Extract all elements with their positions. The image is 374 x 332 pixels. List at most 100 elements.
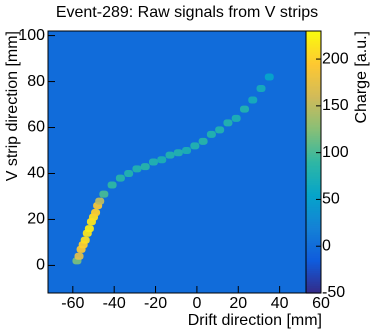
x-tick-label: 40 xyxy=(271,295,289,312)
colorbar-segment xyxy=(306,124,321,128)
colorbar-segment xyxy=(306,57,321,60)
colorbar-segment xyxy=(306,287,321,290)
colorbar-segment xyxy=(306,238,321,242)
colorbar-segment xyxy=(306,38,321,41)
colorbar-segment xyxy=(306,208,321,212)
colorbar-segment xyxy=(306,94,321,98)
colorbar-segment xyxy=(306,49,321,53)
heat-cell xyxy=(182,147,192,155)
colorbar-segment xyxy=(306,77,321,81)
colorbar-tick-label: 50 xyxy=(322,191,340,208)
colorbar-segment xyxy=(306,105,321,109)
colorbar-segment xyxy=(306,126,321,129)
colorbar-segment xyxy=(306,89,321,92)
colorbar-segment xyxy=(306,184,321,187)
colorbar-segment xyxy=(306,98,321,101)
colorbar-segment xyxy=(306,47,321,51)
colorbar-segment xyxy=(306,40,321,43)
colorbar-segment xyxy=(306,66,321,70)
x-tick-label: 60 xyxy=(312,295,330,312)
heat-cell xyxy=(107,181,117,189)
heat-cell xyxy=(140,163,150,171)
heat-cell xyxy=(256,84,266,92)
colorbar-segment xyxy=(306,81,321,84)
x-tick-label: -20 xyxy=(144,295,167,312)
colorbar-segment xyxy=(306,246,321,249)
colorbar-segment xyxy=(306,100,321,103)
colorbar-segment xyxy=(306,75,321,79)
colorbar-segment xyxy=(306,85,321,88)
colorbar-segment xyxy=(306,42,321,45)
colorbar-segment xyxy=(306,45,321,49)
colorbar-segment xyxy=(306,216,321,219)
colorbar-segment xyxy=(306,163,321,167)
colorbar-segment xyxy=(306,279,321,283)
colorbar-segment xyxy=(306,206,321,210)
x-tick-label: 0 xyxy=(192,295,201,312)
heat-cell xyxy=(84,225,94,233)
colorbar-segment xyxy=(306,154,321,157)
colorbar-segment xyxy=(306,120,321,124)
colorbar-label: Charge [a.u.] xyxy=(353,31,370,124)
colorbar-segment xyxy=(306,272,321,275)
colorbar-segment xyxy=(306,70,321,73)
colorbar-segment xyxy=(306,225,321,229)
heat-cell xyxy=(223,119,233,127)
colorbar-segment xyxy=(306,218,321,221)
colorbar-segment xyxy=(306,132,321,135)
colorbar-tick-label: 200 xyxy=(322,50,349,67)
heat-cell xyxy=(124,169,134,177)
x-tick-label: 20 xyxy=(229,295,247,312)
heat-cell xyxy=(148,158,158,166)
colorbar-segment xyxy=(306,188,321,191)
colorbar-segment xyxy=(306,109,321,113)
colorbar-segment xyxy=(306,182,321,186)
colorbar-tick-label: 150 xyxy=(322,97,349,114)
colorbar-segment xyxy=(306,156,321,159)
heat-cell xyxy=(115,174,125,182)
colorbar-segment xyxy=(306,36,321,40)
y-tick-label: 100 xyxy=(18,27,45,44)
colorbar-segment xyxy=(306,268,321,272)
colorbar-segment xyxy=(306,197,321,201)
colorbar-segment xyxy=(306,276,321,279)
colorbar-segment xyxy=(306,234,321,238)
heat-cell xyxy=(264,73,274,81)
heat-cell xyxy=(173,149,183,157)
colorbar-segment xyxy=(306,223,321,227)
colorbar-segment xyxy=(306,240,321,244)
colorbar-segment xyxy=(306,64,321,68)
heat-cell xyxy=(190,142,200,150)
colorbar-segment xyxy=(306,137,321,141)
heat-cell xyxy=(248,96,258,104)
colorbar-segment xyxy=(306,201,321,204)
colorbar-segment xyxy=(306,281,321,285)
colorbar-segment xyxy=(306,249,321,253)
colorbar-segment xyxy=(306,236,321,240)
colorbar-segment xyxy=(306,173,321,176)
heat-cell xyxy=(99,190,109,198)
colorbar-segment xyxy=(306,90,321,94)
colorbar-segment xyxy=(306,162,321,165)
colorbar-segment xyxy=(306,263,321,266)
y-tick-label: 0 xyxy=(36,257,45,274)
colorbar-segment xyxy=(306,107,321,111)
heat-cell xyxy=(165,151,175,159)
colorbar-segment xyxy=(306,261,321,264)
colorbar-segment xyxy=(306,34,321,38)
colorbar-segment xyxy=(306,55,321,58)
colorbar-segment xyxy=(306,210,321,214)
background-cell xyxy=(48,31,321,293)
colorbar-segment xyxy=(306,152,321,156)
colorbar-segment xyxy=(306,115,321,118)
colorbar-segment xyxy=(306,130,321,133)
colorbar-segment xyxy=(306,274,321,277)
colorbar-segment xyxy=(306,171,321,174)
colorbar-segment xyxy=(306,51,321,55)
colorbar-segment xyxy=(306,259,321,262)
colorbar-segment xyxy=(306,214,321,217)
colorbar-segment xyxy=(306,158,321,161)
colorbar-segment xyxy=(306,221,321,225)
colorbar-segment xyxy=(306,244,321,247)
